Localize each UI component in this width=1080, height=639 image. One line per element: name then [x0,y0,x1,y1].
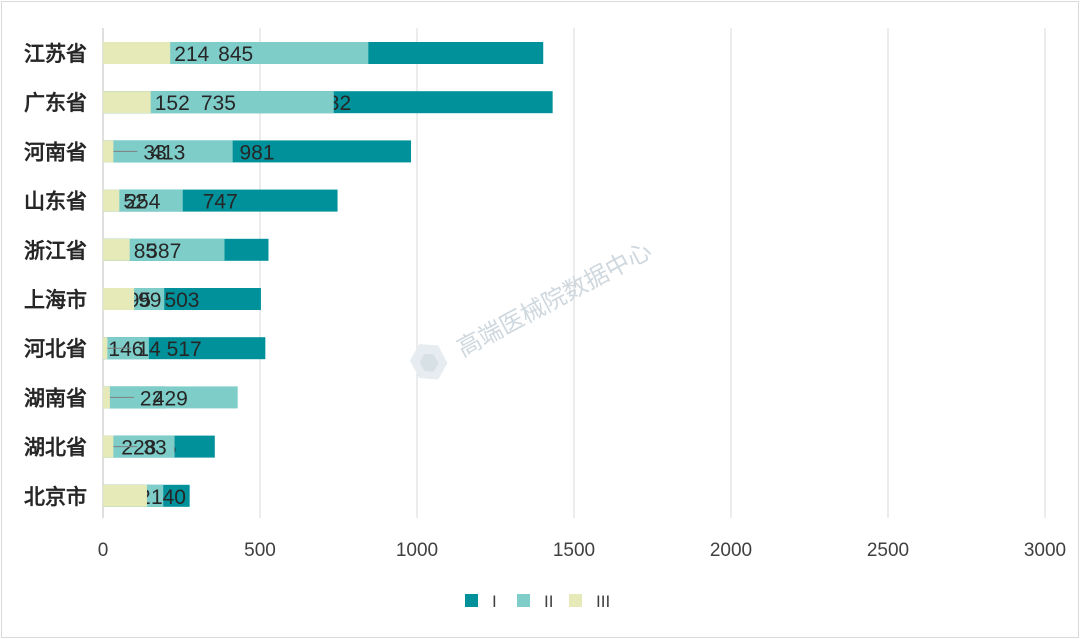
category-label: 湖北省 [24,436,87,460]
legend-label: III [596,592,610,611]
data-label: 747 [203,191,238,214]
bar-segment [103,189,120,212]
legend-swatch [465,594,478,607]
bar-segment [103,484,147,507]
watermark: 高端医械院数据中心 [409,237,656,380]
data-label: 228 [121,437,156,460]
data-label: 33 [143,141,166,164]
data-label: 146 [108,338,143,361]
x-tick-label: 2500 [867,540,909,561]
data-label: 387 [146,240,181,263]
category-label: 河北省 [24,337,87,361]
x-tick-label: 2000 [710,540,752,561]
bar-segment [103,189,183,212]
category-label: 湖南省 [24,386,87,410]
data-label: 33 [143,437,166,460]
bar-segment [103,337,108,360]
bar-segment [103,435,114,458]
data-label: 99 [138,289,161,312]
bar-segment [103,238,225,261]
data-label: 413 [150,141,185,164]
legend-swatch [517,594,530,607]
data-label: 22 [140,387,163,410]
bar-segment [103,238,130,261]
legend-label: II [544,592,553,611]
bar-segment [103,91,334,114]
x-tick-label: 1000 [396,540,438,561]
data-label: 503 [164,289,199,312]
data-label: 735 [201,92,236,115]
category-label: 上海市 [24,288,87,312]
watermark-logo-icon [409,344,448,380]
data-label: 517 [167,338,202,361]
bar-segment [103,386,238,409]
legend: I II III [465,592,610,611]
data-label: 140 [151,486,186,509]
data-label: 52 [123,191,146,214]
bars: 1402845214143273515298141333747254525273… [103,42,553,509]
x-tick-label: 0 [98,540,109,561]
watermark-text: 高端医械院数据中心 [452,237,656,363]
category-label: 江苏省 [24,42,87,66]
data-label: 214 [174,43,209,66]
bar-segment [103,91,151,114]
legend-swatch [569,594,582,607]
bar-segment [103,42,171,64]
data-label: 254 [125,191,160,214]
data-label: 845 [218,43,253,66]
data-label: 152 [155,92,190,115]
category-label: 河南省 [24,140,87,164]
data-label: 429 [153,387,188,410]
bar-segment [103,140,114,163]
x-tick-label: 500 [244,540,276,561]
bar-segment [103,386,110,409]
data-label: 981 [239,141,274,164]
bar-segment [103,140,233,163]
bar-segment [103,288,135,310]
category-label: 浙江省 [24,239,87,263]
category-label: 广东省 [24,91,87,115]
bar-segment [103,435,175,458]
x-tick-label: 3000 [1024,540,1066,561]
legend-label: I [492,592,497,611]
category-label: 北京市 [24,485,87,509]
data-label: 14 [137,338,161,361]
x-axis-ticks: 0 500 1000 1500 2000 2500 3000 [98,540,1066,561]
x-tick-label: 1500 [553,540,595,561]
data-label: 85 [134,240,157,263]
category-label: 山东省 [24,190,87,214]
